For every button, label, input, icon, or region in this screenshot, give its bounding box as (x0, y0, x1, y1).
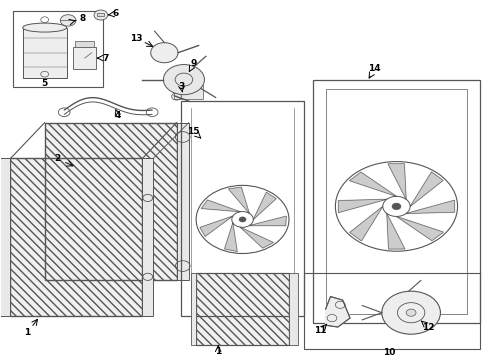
Text: 10: 10 (383, 348, 395, 357)
Polygon shape (388, 164, 406, 199)
Ellipse shape (23, 23, 67, 32)
Polygon shape (200, 216, 233, 237)
Polygon shape (240, 227, 273, 248)
Bar (174, 85, 203, 99)
Circle shape (382, 291, 441, 334)
Bar (73, 47, 97, 69)
Text: 9: 9 (191, 59, 197, 68)
Polygon shape (339, 199, 387, 213)
Polygon shape (349, 172, 396, 196)
Text: 15: 15 (188, 127, 200, 136)
Bar (181, 101, 304, 316)
Bar (23, 28, 67, 78)
Circle shape (392, 203, 401, 210)
Polygon shape (410, 172, 443, 206)
Polygon shape (201, 200, 240, 212)
Text: 4: 4 (115, 111, 121, 120)
Bar (13, 12, 103, 87)
Circle shape (163, 64, 204, 95)
Circle shape (151, 42, 178, 63)
Polygon shape (350, 206, 383, 241)
Bar (75, 41, 94, 47)
Circle shape (239, 217, 246, 222)
Text: 3: 3 (178, 82, 185, 91)
Text: 1: 1 (24, 328, 31, 337)
Text: 7: 7 (102, 54, 109, 63)
Polygon shape (326, 297, 350, 327)
Text: 5: 5 (42, 79, 48, 88)
Bar (176, 123, 189, 280)
Bar (191, 273, 196, 345)
Text: 8: 8 (80, 14, 86, 23)
Circle shape (94, 10, 108, 20)
Circle shape (406, 309, 416, 316)
Text: 12: 12 (422, 323, 435, 332)
Bar (98, 13, 104, 16)
Bar (143, 158, 153, 316)
Bar (326, 89, 467, 315)
Text: 13: 13 (130, 34, 143, 43)
Text: 11: 11 (315, 326, 327, 335)
Text: 2: 2 (54, 154, 60, 163)
Polygon shape (249, 216, 286, 226)
Polygon shape (406, 200, 455, 213)
Polygon shape (387, 213, 405, 249)
Polygon shape (228, 187, 249, 213)
Text: 1: 1 (215, 347, 221, 356)
Polygon shape (396, 216, 443, 240)
Bar (0, 158, 10, 316)
Bar (304, 273, 480, 348)
Bar (196, 273, 289, 345)
Bar (10, 158, 143, 316)
Bar (10, 158, 143, 316)
Circle shape (60, 15, 76, 26)
Bar (196, 273, 289, 345)
Polygon shape (253, 192, 276, 220)
Text: 14: 14 (368, 64, 381, 73)
Bar (45, 123, 176, 280)
Text: 6: 6 (112, 9, 119, 18)
Bar (45, 123, 176, 280)
Bar (314, 80, 480, 323)
Bar (289, 273, 298, 345)
Polygon shape (224, 223, 237, 252)
